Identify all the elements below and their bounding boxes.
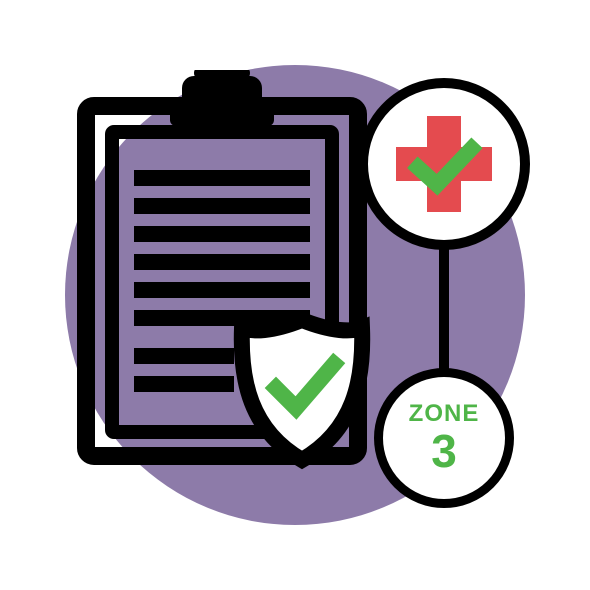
medical-badge xyxy=(358,78,530,250)
infographic-stage: ZONE 3 xyxy=(0,0,590,590)
zone-number: 3 xyxy=(431,428,457,474)
check-icon xyxy=(401,123,487,209)
clipboard-icon xyxy=(72,70,372,470)
zone-label: ZONE xyxy=(409,402,480,426)
connector-line xyxy=(439,240,449,382)
zone-badge: ZONE 3 xyxy=(374,368,514,508)
